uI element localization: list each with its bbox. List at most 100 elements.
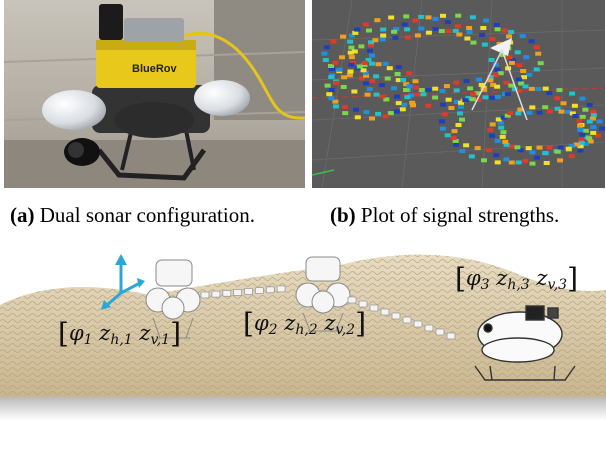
signal-cell (351, 49, 358, 54)
signal-plot-canvas (312, 0, 605, 188)
signal-cell (578, 140, 585, 145)
signal-cell (444, 133, 451, 138)
signal-cell (515, 160, 522, 165)
signal-cell (452, 139, 459, 143)
signal-cell (347, 39, 354, 44)
signal-cell (322, 58, 329, 62)
signal-cell (501, 28, 508, 33)
signal-cell (590, 113, 597, 118)
signal-cell (474, 91, 481, 96)
signal-cell (487, 128, 494, 132)
signal-cell (515, 77, 522, 82)
signal-cell (373, 74, 380, 79)
signal-cell (395, 101, 402, 106)
signal-cell (360, 68, 367, 73)
signal-cell (466, 30, 473, 35)
signal-cell (412, 79, 419, 84)
signal-cell (418, 26, 425, 31)
signal-cell (348, 45, 355, 50)
path-segment (276, 285, 286, 293)
caption-a-text: Dual sonar configuration. (39, 203, 255, 227)
signal-cell (453, 100, 460, 104)
signal-cell (511, 87, 518, 92)
path-segment (254, 287, 264, 294)
signal-cell (554, 149, 561, 154)
signal-cell (533, 155, 540, 160)
path-segment (347, 296, 357, 304)
signal-cell (425, 87, 432, 92)
signal-cell (489, 133, 496, 138)
signal-cell (579, 96, 586, 101)
signal-cell (432, 16, 439, 21)
signal-cell (497, 71, 504, 76)
signal-cell (464, 36, 471, 41)
signal-cell (356, 64, 363, 69)
signal-cell (528, 39, 535, 44)
signal-cell (494, 94, 501, 99)
signal-cell (328, 96, 335, 101)
signal-cell (554, 106, 561, 111)
signal-cell (529, 161, 536, 166)
signal-cell (391, 86, 397, 91)
signal-cell (462, 98, 469, 103)
signal-cell (529, 105, 536, 110)
signal-cell (395, 78, 402, 83)
signal-cell (492, 62, 499, 67)
signal-cell (542, 105, 549, 110)
signal-cell (456, 32, 463, 37)
signal-cell (542, 151, 549, 155)
signal-cell (400, 78, 406, 83)
signal-cell (414, 33, 421, 38)
caption-b-text: Plot of signal strengths. (360, 203, 560, 227)
coordinate-axes-icon (101, 254, 145, 310)
signal-cell (450, 135, 457, 140)
signal-cell (503, 80, 510, 85)
signal-cell (354, 115, 361, 120)
signal-cell (480, 26, 487, 30)
signal-cell (533, 67, 540, 72)
path-segment (358, 300, 368, 308)
signal-cell (388, 15, 395, 20)
signal-cell (481, 42, 488, 47)
signal-cell (536, 110, 543, 115)
signal-cell (445, 97, 452, 102)
signal-cell (432, 95, 439, 100)
signal-cell (590, 125, 597, 130)
signal-cell (324, 45, 330, 50)
path-segment (391, 312, 401, 320)
signal-cell (596, 119, 603, 124)
signal-cell (494, 138, 501, 143)
signal-cell (328, 64, 334, 68)
signal-cell (451, 129, 458, 134)
signal-cell (340, 85, 347, 89)
path-segment (211, 290, 221, 298)
signal-cell (448, 106, 455, 110)
signal-cell (404, 27, 411, 32)
rov-photo-illustration: BlueRov (4, 0, 305, 188)
signal-cell (364, 92, 371, 97)
signal-cell (526, 72, 533, 77)
signal-cell (569, 91, 576, 96)
signal-cell (432, 86, 439, 91)
signal-cell (404, 35, 411, 40)
path-segment (413, 320, 423, 328)
signal-cell (369, 53, 375, 58)
signal-cell (535, 87, 542, 91)
rov-pose-3 (474, 305, 576, 381)
signal-cell (418, 88, 425, 92)
signal-cell (478, 82, 485, 87)
signal-cell (489, 36, 496, 41)
signal-cell (375, 111, 382, 116)
signal-cell (463, 78, 470, 83)
signal-cell (474, 146, 481, 151)
signal-cell (347, 50, 354, 55)
path-segment (200, 291, 210, 299)
signal-cell (579, 132, 586, 137)
signal-cell (470, 92, 477, 97)
signal-cell (498, 125, 505, 130)
signal-cell (379, 37, 386, 42)
signal-cell (353, 107, 359, 112)
signal-cell (452, 28, 459, 33)
signal-cell (586, 102, 593, 107)
signal-cell (326, 92, 333, 97)
